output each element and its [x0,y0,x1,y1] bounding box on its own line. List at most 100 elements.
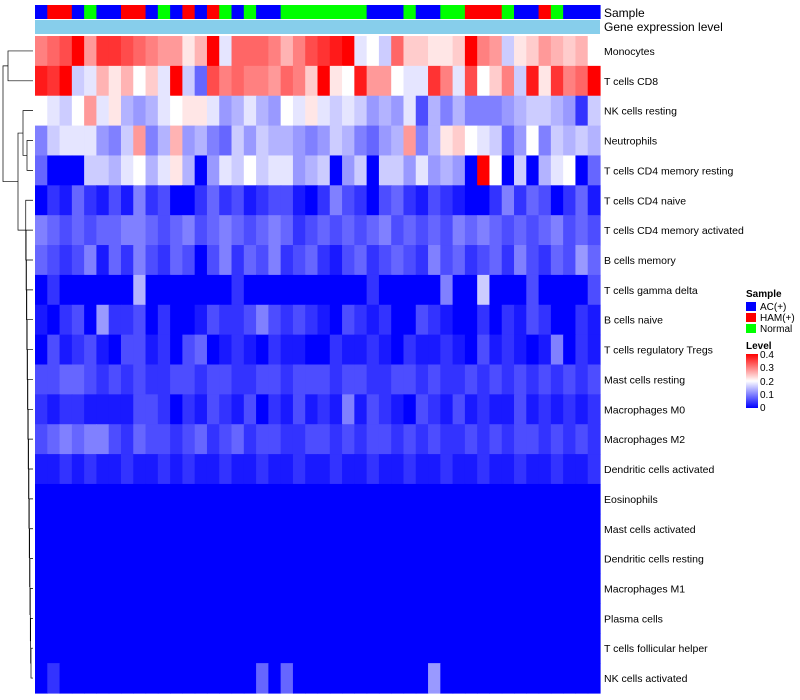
heatmap-cell [501,543,515,575]
heatmap-cell [501,155,515,186]
heatmap-cell [354,543,368,575]
heatmap-cell [403,36,417,67]
heatmap-cell [35,424,48,455]
heatmap-cell [157,364,171,395]
heatmap-cell [587,65,601,97]
heatmap-cell [219,155,233,186]
heatmap-cell [452,334,466,366]
heatmap-cell [292,364,306,395]
row-label: Macrophages M0 [604,404,685,416]
heatmap-cell [256,245,269,276]
heatmap-cell [59,633,73,664]
heatmap-cell [280,125,294,157]
heatmap-cell [133,603,147,634]
heatmap-cell [489,573,503,605]
level-tick-0-4: 0.4 [760,350,774,361]
heatmap-cell [170,454,183,485]
heatmap-cell [219,36,233,67]
legend-label-ac: AC(+) [760,302,786,313]
heatmap-cell [415,633,429,664]
heatmap-cell [157,304,171,336]
heatmap-cell [501,483,515,515]
heatmap-cell [428,424,441,455]
heatmap-cell [501,454,515,485]
heatmap-cell [231,274,245,306]
heatmap-cell [428,334,441,366]
heatmap-cell [329,513,343,545]
heatmap-cell [182,483,196,515]
heatmap-cell [526,304,540,336]
heatmap-cell [587,155,601,186]
heatmap-cell [342,155,355,186]
heatmap-cell [231,454,245,485]
heatmap-cell [403,215,417,246]
heatmap-cell [206,573,220,605]
heatmap-cell [145,95,159,127]
heatmap-cell [305,633,319,664]
heatmap-cell [550,215,564,246]
heatmap-cell [170,125,183,157]
heatmap-cell [194,304,208,336]
heatmap-cell [170,215,183,246]
heatmap-cell [206,513,220,545]
heatmap-cell [59,364,73,395]
level-tick-0-3: 0.3 [760,363,774,374]
heatmap-cell [587,185,601,216]
heatmap-cell [366,454,380,485]
heatmap-cell [440,65,454,97]
heatmap-cell [415,663,429,694]
heatmap-cell [514,65,527,97]
heatmap-cell [550,185,564,216]
heatmap-cell [47,36,61,67]
heatmap-cell [477,304,491,336]
heatmap-cell [366,65,380,97]
heatmap-cell [268,304,282,336]
heatmap-cell [563,543,577,575]
heatmap-cell [501,125,515,157]
heatmap-cell [35,65,48,97]
heatmap-cell [59,454,73,485]
row-label: T cells CD8 [604,76,658,88]
sample-annotation-cell [305,5,319,19]
heatmap-cell [452,394,466,425]
heatmap-cell [575,215,589,246]
heatmap-cell [96,304,110,336]
heatmap-cell [464,65,478,97]
heatmap-cell [256,603,269,634]
heatmap-cell [378,334,392,366]
heatmap-cell [317,65,331,97]
heatmap-cell [108,215,122,246]
heatmap-cell [538,573,552,605]
heatmap-cell [563,573,577,605]
heatmap-cell [108,36,122,67]
heatmap-cell [526,364,540,395]
heatmap-cell [342,603,355,634]
heatmap-cell [96,125,110,157]
heatmap-cell [391,573,405,605]
heatmap-cell [96,364,110,395]
heatmap-cell [587,424,601,455]
heatmap-cell [501,364,515,395]
heatmap-cell [366,513,380,545]
heatmap-cell [366,215,380,246]
heatmap-cell [329,95,343,127]
heatmap-cell [133,334,147,366]
heatmap-cell [477,155,491,186]
heatmap-cell [428,95,441,127]
heatmap-cell [575,424,589,455]
heatmap-cell [477,633,491,664]
heatmap-cell [59,245,73,276]
sample-annotation-cell [317,5,331,19]
heatmap-cell [378,394,392,425]
legend-swatch-ham [746,313,756,322]
heatmap-cell [489,65,503,97]
heatmap-cell [108,483,122,515]
heatmap-cell [403,663,417,694]
heatmap-cell [378,215,392,246]
heatmap-cell [47,513,61,545]
heatmap-cell [477,573,491,605]
heatmap-cell [182,185,196,216]
heatmap-cell [440,274,454,306]
heatmap-cell [59,424,73,455]
heatmap-cell [268,155,282,186]
